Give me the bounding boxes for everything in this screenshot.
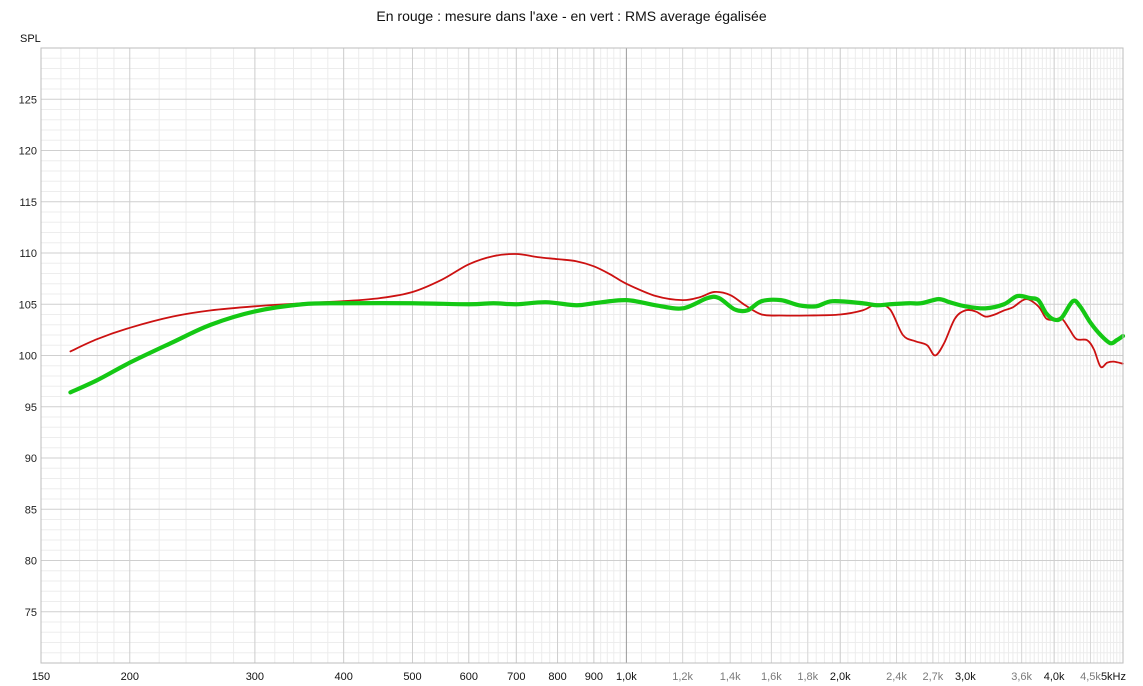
x-tick-label: 2,7k [922, 671, 943, 683]
x-tick-label: 500 [403, 671, 421, 683]
y-tick-label: 120 [19, 146, 37, 158]
y-tick-label: 85 [25, 504, 37, 516]
y-tick-label: 125 [19, 94, 37, 106]
x-tick-label: 3,0k [955, 671, 976, 683]
x-tick-label: 1,0k [616, 671, 637, 683]
x-tick-label: 800 [548, 671, 566, 683]
x-tick-label: 600 [460, 671, 478, 683]
x-tick-label: 1,4k [720, 671, 741, 683]
x-tick-label: 4,5k [1080, 671, 1101, 683]
x-tick-label: 900 [585, 671, 603, 683]
x-tick-label: 3,6k [1011, 671, 1032, 683]
series-line-green [68, 293, 1126, 395]
y-tick-label: 105 [19, 299, 37, 311]
x-tick-label: 1,8k [797, 671, 818, 683]
major-grid [41, 48, 1123, 663]
chart-title: En rouge : mesure dans l'axe - en vert :… [376, 8, 767, 24]
y-axis-label: SPL [20, 33, 41, 45]
x-tick-label: 400 [334, 671, 352, 683]
x-tick-label: 150 [32, 671, 50, 683]
y-tick-label: 115 [19, 197, 37, 209]
x-tick-label: 300 [246, 671, 264, 683]
y-tick-label: 95 [25, 402, 37, 414]
y-tick-label: 75 [25, 607, 37, 619]
x-tick-label: 5kHz [1101, 671, 1126, 683]
x-tick-label: 2,0k [830, 671, 851, 683]
x-tick-labels: 150 200 300 400 500 600 700 800 900 1,0k 1,2k 1,4k 1… [32, 671, 1126, 683]
x-tick-label: 4,0k [1044, 671, 1065, 683]
y-tick-label: 110 [19, 248, 37, 260]
y-tick-labels: 75 80 85 90 95 100 105 110 115 120 125 [19, 94, 37, 619]
plot-frame [40, 47, 1124, 664]
x-tick-label: 700 [507, 671, 525, 683]
y-tick-label: 90 [25, 453, 37, 465]
x-tick-label: 1,2k [672, 671, 693, 683]
x-tick-label: 2,4k [886, 671, 907, 683]
x-tick-label: 200 [121, 671, 139, 683]
series-layer [68, 253, 1126, 395]
x-tick-label: 1,6k [761, 671, 782, 683]
y-tick-label: 80 [25, 556, 37, 568]
y-tick-label: 100 [19, 351, 37, 363]
